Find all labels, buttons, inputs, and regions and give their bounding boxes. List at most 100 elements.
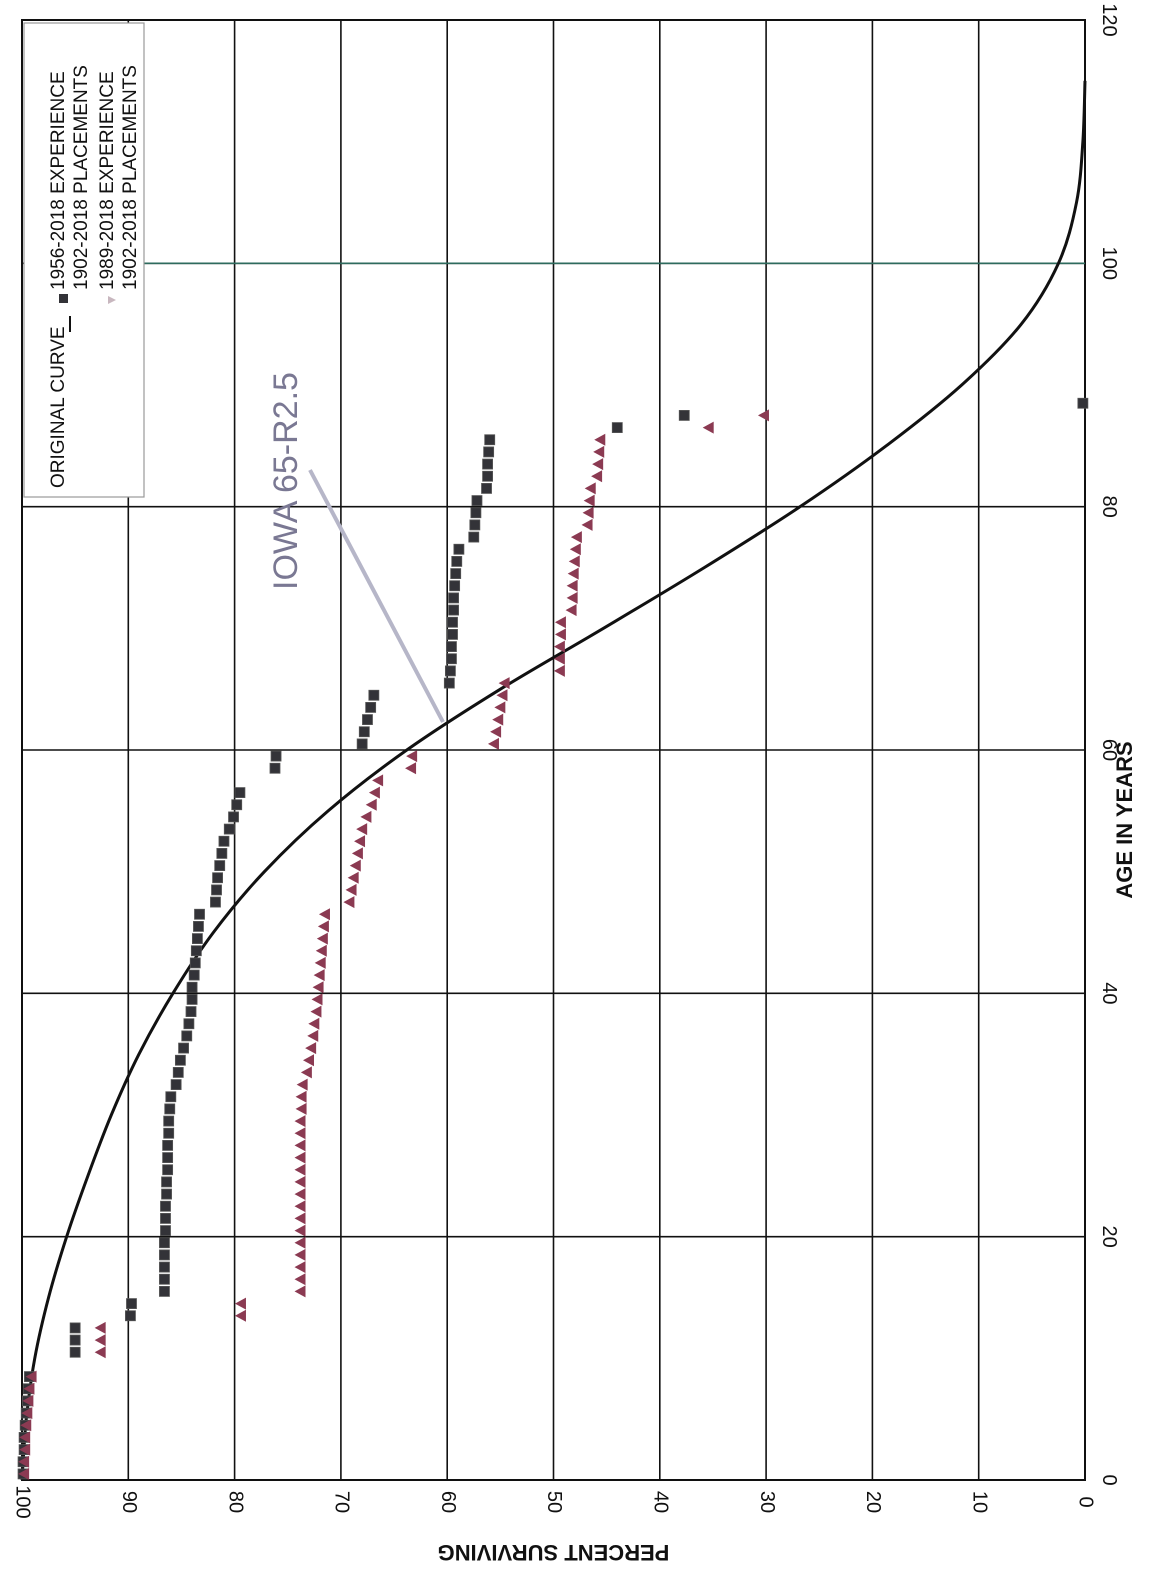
triangle-marker	[372, 774, 384, 787]
square-marker	[161, 1188, 172, 1200]
square-marker	[449, 580, 461, 592]
tick-label-percent-50: 50	[543, 1491, 565, 1513]
triangle-marker	[303, 1054, 315, 1067]
triangle-marker	[294, 1236, 306, 1249]
square-marker	[218, 835, 230, 847]
square-marker	[183, 1018, 195, 1030]
square-marker	[453, 543, 465, 555]
square-marker	[189, 957, 201, 969]
tick-label-percent-100: 100	[12, 1485, 34, 1518]
square-marker	[161, 1176, 172, 1188]
triangle-marker	[295, 1090, 307, 1103]
square-marker	[170, 1079, 182, 1090]
triangle-marker	[565, 604, 577, 617]
square-marker	[356, 738, 368, 750]
square-marker	[210, 896, 221, 908]
legend-triangle-swatch	[108, 296, 116, 304]
triangle-marker	[307, 1029, 319, 1042]
triangle-marker	[294, 1139, 306, 1152]
legend-label-series1-line2: 1902-2018 PLACEMENTS	[71, 65, 92, 290]
axis-titles: AGE IN YEARS PERCENT SURVIVING	[438, 741, 1137, 1565]
triangle-marker	[554, 628, 566, 641]
triangle-marker	[592, 458, 604, 471]
triangle-marker	[757, 409, 769, 422]
triangle-marker	[294, 1200, 306, 1213]
triangle-marker	[554, 616, 566, 629]
square-marker	[678, 410, 690, 421]
square-marker	[159, 1261, 170, 1273]
square-marker	[185, 1006, 197, 1017]
triangle-marker	[582, 506, 594, 519]
square-marker	[159, 1273, 170, 1285]
square-marker	[447, 629, 458, 640]
triangle-marker	[566, 579, 578, 592]
square-marker	[482, 470, 493, 482]
tick-label-percent-40: 40	[650, 1491, 672, 1513]
triangle-marker	[300, 1066, 312, 1079]
triangle-marker	[311, 993, 323, 1006]
square-marker	[186, 981, 198, 993]
square-marker	[162, 1140, 174, 1151]
series-2	[18, 409, 769, 1480]
triangle-marker	[23, 1382, 35, 1395]
triangle-marker	[553, 664, 565, 677]
triangle-marker	[94, 1334, 106, 1347]
triangle-marker	[294, 1212, 306, 1225]
triangle-marker	[315, 944, 327, 957]
square-marker	[470, 507, 482, 519]
annotation-leader-line	[308, 469, 445, 723]
triangle-marker	[351, 847, 363, 860]
tick-label-percent-70: 70	[331, 1491, 353, 1513]
triangle-marker	[294, 1151, 306, 1164]
square-marker	[159, 1286, 170, 1297]
triangle-marker	[702, 421, 714, 434]
square-marker	[444, 665, 456, 677]
triangle-marker	[294, 1285, 306, 1298]
triangle-marker	[294, 1115, 306, 1128]
triangle-marker	[294, 1127, 306, 1140]
tick-label-percent-0: 0	[1075, 1496, 1097, 1507]
triangle-marker	[312, 981, 324, 994]
triangle-marker	[356, 823, 368, 836]
square-marker	[484, 434, 496, 446]
legend-square-swatch	[59, 294, 68, 303]
square-marker	[447, 616, 458, 628]
triangle-marker	[94, 1321, 106, 1334]
square-marker	[190, 945, 202, 957]
square-marker	[450, 568, 462, 579]
triangle-marker	[318, 908, 330, 921]
triangle-marker	[365, 798, 377, 811]
triangle-marker	[594, 433, 606, 446]
square-marker	[611, 422, 623, 433]
triangle-marker	[584, 482, 596, 495]
gridlines	[21, 19, 1086, 1481]
square-marker	[188, 969, 200, 981]
square-marker	[126, 1298, 137, 1309]
tick-label-age-100: 100	[1098, 247, 1120, 280]
legend-label-series2-line2: 1902-2018 PLACEMENTS	[120, 65, 141, 290]
curve-annotation: IOWA 65-R2.5	[267, 372, 445, 723]
tick-label-percent-80: 80	[224, 1491, 246, 1513]
triangle-marker	[487, 737, 499, 750]
square-marker	[468, 531, 480, 543]
legend-label-original-curve: ORIGINAL CURVE	[48, 326, 69, 488]
triangle-marker	[553, 652, 565, 665]
square-marker	[172, 1067, 184, 1078]
triangle-marker	[294, 1188, 306, 1201]
triangle-marker	[294, 1273, 306, 1286]
square-marker	[481, 483, 492, 494]
triangle-marker	[349, 859, 361, 872]
triangle-marker	[593, 445, 605, 458]
square-marker	[165, 1091, 177, 1103]
square-marker	[164, 1103, 176, 1115]
square-marker	[446, 653, 457, 665]
square-marker	[162, 1164, 174, 1176]
square-marker	[178, 1042, 189, 1054]
triangle-marker	[234, 1297, 246, 1310]
triangle-marker	[347, 871, 359, 884]
triangle-marker	[21, 1407, 33, 1420]
tick-label-percent-10: 10	[968, 1491, 990, 1513]
triangle-marker	[313, 969, 325, 982]
triangle-marker	[294, 1261, 306, 1274]
triangle-marker	[19, 1431, 31, 1444]
